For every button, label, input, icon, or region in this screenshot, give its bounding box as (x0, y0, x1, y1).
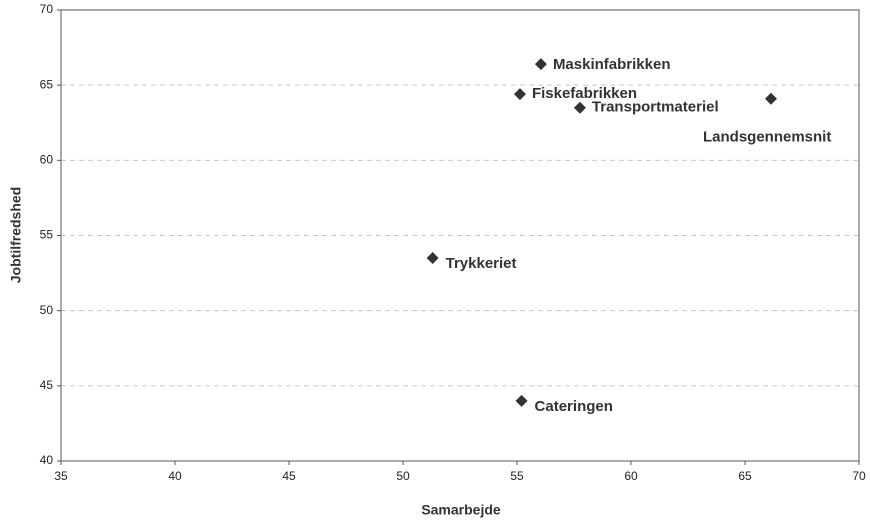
point (534, 58, 547, 71)
x-tick-label: 55 (510, 469, 524, 483)
point-label: Trykkeriet (446, 255, 517, 272)
point (515, 394, 528, 407)
y-axis-label: Jobtilfredshed (8, 187, 24, 283)
point (513, 88, 526, 101)
y-tick-label: 50 (40, 303, 54, 317)
x-tick-label: 45 (282, 469, 296, 483)
y-tick-label: 70 (40, 2, 54, 16)
x-tick-label: 35 (54, 469, 68, 483)
point (426, 252, 439, 265)
point-label: Cateringen (535, 398, 613, 415)
y-tick-label: 45 (40, 378, 54, 392)
x-axis-label: Samarbejde (421, 502, 501, 518)
point-label: Transportmateriel (592, 99, 719, 116)
x-tick-label: 50 (396, 469, 410, 483)
point-label: Maskinfabrikken (553, 56, 671, 73)
point (573, 101, 586, 114)
x-tick-label: 40 (168, 469, 182, 483)
y-tick-label: 60 (40, 153, 54, 167)
point-label: Fiskefabrikken (532, 85, 637, 102)
y-tick-label: 40 (40, 453, 54, 467)
x-tick-label: 70 (852, 469, 866, 483)
point-label: Landsgennemsnit (703, 129, 831, 146)
y-tick-label: 65 (40, 77, 54, 91)
plot-frame (60, 9, 860, 462)
point (764, 92, 777, 105)
x-tick-label: 65 (738, 469, 752, 483)
x-tick-label: 60 (624, 469, 638, 483)
y-tick-label: 55 (40, 228, 54, 242)
